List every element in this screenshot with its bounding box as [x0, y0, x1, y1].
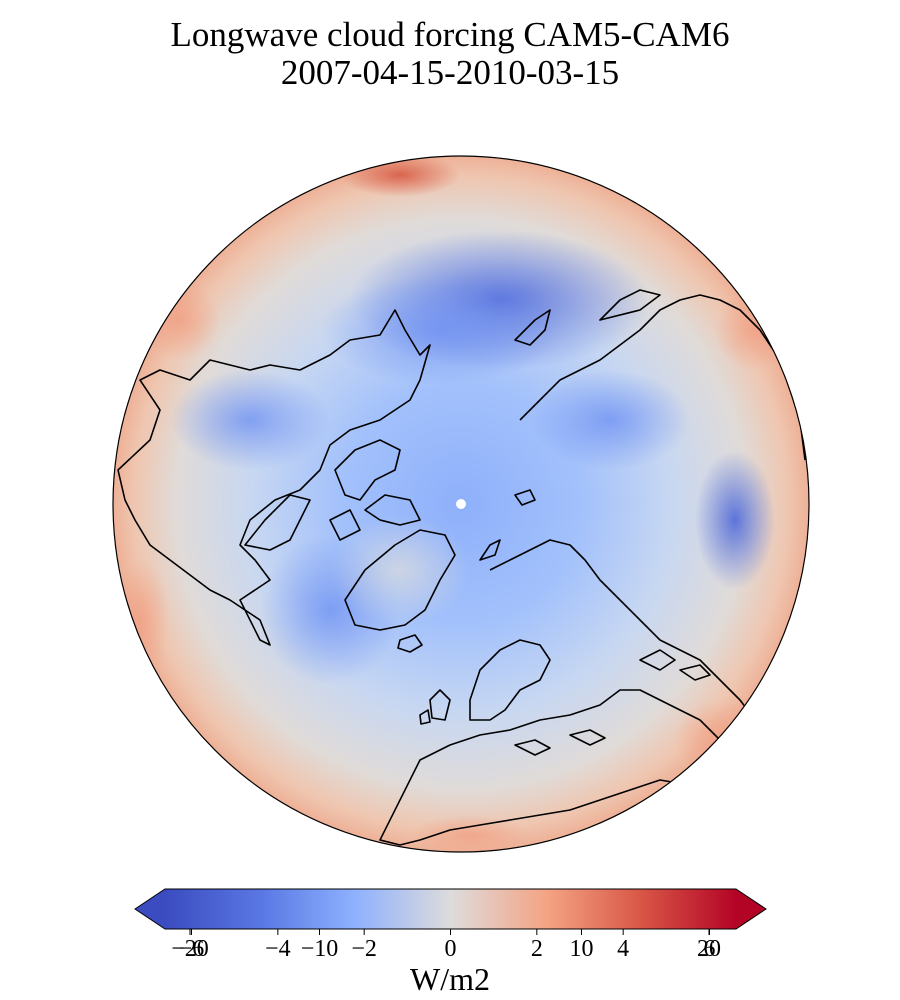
colorbar-tick-label: 4 [617, 936, 630, 962]
colorbar-tick-label: −6 [178, 936, 205, 962]
colorbar [134, 888, 767, 935]
globe-outline [112, 155, 810, 853]
coastlines [117, 289, 806, 846]
colorbar-tick-label: −2 [351, 936, 377, 962]
colorbar-tick-label: −10 [300, 936, 339, 962]
colorbar-tick-label: 20 [697, 936, 721, 962]
colorbar-unit-label: W/m2 [410, 961, 490, 997]
colorbar-outline [134, 888, 767, 930]
colorbar-tick-label: 10 [569, 936, 594, 962]
colorbar-extend-low [135, 889, 165, 929]
colorbar-tick-label: 2 [530, 936, 543, 962]
colorbar-tick-label: −20 [171, 936, 209, 962]
colorbar-extend-high [736, 889, 766, 929]
north-pole-marker [456, 499, 466, 509]
colorbar-bar [165, 889, 736, 929]
map-subtitle: 2007-04-15-2010-03-15 [280, 53, 620, 92]
colorbar-tick-label: 0 [444, 936, 457, 962]
map-title: Longwave cloud forcing CAM5-CAM6 [170, 15, 730, 54]
colorbar-tick-label: −4 [265, 936, 291, 962]
colorbar-tick-label: 6 [703, 936, 716, 962]
